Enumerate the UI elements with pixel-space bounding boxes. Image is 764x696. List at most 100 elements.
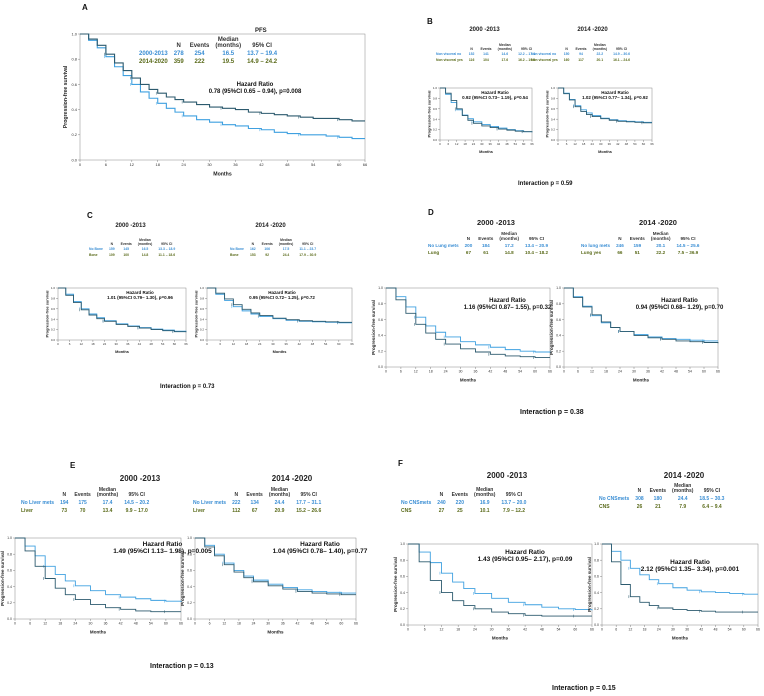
y-tick-label: 1.0 (71, 31, 77, 36)
row-events: 134 (250, 499, 259, 506)
group-title: 2014 -2020 (639, 218, 677, 227)
plot-frame (557, 87, 653, 141)
x-tick-label: 6 (400, 370, 402, 374)
x-tick-label: 66 (184, 342, 188, 346)
table-row: No CNSmets 308 180 24.4 18.5 – 30.3 (596, 495, 727, 503)
hazard-ratio-title: Hazard Ratio (601, 90, 629, 95)
row-events: 141 (483, 52, 489, 57)
y-tick-label: 1.0 (200, 286, 205, 290)
hazard-ratio: Hazard Ratio 0.92 (95%CI 0.73– 1.19), p=… (440, 90, 550, 100)
row-n: 159 (108, 247, 115, 252)
x-tick-label: 12 (222, 622, 226, 626)
x-tick-label: 42 (296, 622, 300, 626)
stats-table: N Events Median (months) 95% CI No lung … (578, 231, 703, 256)
y-axis-label: Progression-free survival (587, 557, 592, 612)
row-median: 19.5 (222, 58, 235, 65)
row-n: 246 (616, 242, 624, 248)
x-tick-label: 18 (245, 342, 249, 346)
x-tick-label: 36 (489, 142, 493, 146)
table-row: Non visceral yes 116 104 17.6 16.2 – 19.… (433, 57, 538, 63)
row-median: 17.6 (501, 58, 509, 63)
x-tick-label: 30 (632, 370, 636, 374)
x-tick-label: 66 (548, 370, 552, 374)
row-median: 22.2 (656, 249, 666, 255)
x-tick-label: 24 (258, 342, 262, 346)
km-series-reference (558, 87, 652, 123)
header-median: Median (months) (672, 483, 694, 495)
y-tick-label: 0.6 (7, 569, 12, 573)
km-series-comparison (602, 543, 758, 613)
x-tick-label: 24 (591, 142, 595, 146)
x-tick-label: 24 (657, 628, 661, 632)
header-median: Median (months) (592, 43, 608, 51)
row-median: 10.1 (479, 507, 490, 514)
table-row: No CNSmets 240 220 16.9 13.7 – 20.0 (398, 499, 529, 507)
plot-frame (407, 543, 593, 626)
row-events: 220 (455, 499, 465, 506)
x-tick-label: 42 (138, 342, 142, 346)
y-tick-label: 0.2 (551, 128, 556, 132)
x-tick-label: 12 (414, 370, 418, 374)
x-tick-label: 54 (311, 162, 316, 167)
x-tick-label: 36 (284, 342, 288, 346)
y-tick-label: 0.4 (594, 591, 599, 595)
plot-frame (385, 287, 551, 368)
group-title: 2000 -2013 (486, 471, 528, 480)
header-ci: 95% CI (300, 492, 317, 499)
x-tick-label: 30 (207, 162, 212, 167)
x-tick-label: 42 (488, 370, 492, 374)
header-ci: 95% CI (615, 46, 628, 51)
y-tick-label: 0.8 (7, 552, 12, 556)
x-tick-label: 0 (563, 370, 565, 374)
y-axis-label: Progression-free survival (393, 557, 398, 612)
x-tick-label: 54 (728, 628, 732, 632)
x-axis-label: Months (479, 149, 493, 154)
header-events: Events (575, 46, 587, 51)
hazard-ratio-title: Hazard Ratio (142, 541, 183, 548)
y-tick-label: 0.4 (200, 317, 205, 321)
x-tick-label: 48 (714, 628, 718, 632)
x-tick-label: 36 (474, 370, 478, 374)
x-tick-label: 54 (161, 342, 165, 346)
hazard-ratio: Hazard Ratio 1.43 (95%CI 0.95– 2.17), p=… (445, 549, 605, 564)
row-events: 21 (655, 503, 661, 510)
km-plot: 0.0 0.2 0.4 0.6 0.8 1.0 0 6 12 18 24 30 36 42 48 54 60 66… (549, 286, 720, 382)
row-events: 94 (579, 52, 583, 57)
row-events: 70 (79, 507, 86, 514)
x-tick-label: 42 (298, 342, 302, 346)
x-tick-label: 60 (702, 370, 706, 374)
y-axis-label: Progression-free survival (63, 65, 69, 128)
stats-table: N Events Median (months) 95% CI Non visc… (433, 43, 538, 63)
row-n: 150 (563, 52, 570, 57)
row-label: Non visceral yes (531, 58, 558, 63)
km-series-reference (207, 287, 352, 324)
header-events: Events (629, 235, 645, 241)
x-axis-label: Months (598, 149, 612, 154)
x-tick-label: 24 (73, 622, 77, 626)
x-tick-label: 18 (58, 622, 62, 626)
x-tick-label: 60 (337, 342, 341, 346)
x-tick-label: 24 (181, 162, 186, 167)
x-tick-label: 42 (119, 622, 123, 626)
row-events: 159 (633, 242, 642, 248)
table-row: Lung yes 66 51 22.2 7.5 – 36.9 (578, 249, 703, 256)
x-tick-label: 6 (424, 628, 426, 632)
panel-label: A (82, 3, 88, 12)
row-events: 92 (265, 253, 270, 258)
stats-table: N Events Median (months) 95% CI No Lung … (425, 231, 551, 256)
hazard-ratio: Hazard Ratio 1.01 (95%CI 0.79– 1.30), p=… (85, 290, 195, 300)
km-series-reference (564, 287, 718, 342)
group-title: 2000 -2013 (469, 27, 500, 33)
x-tick-label: 12 (440, 628, 444, 632)
row-label: Bone (89, 253, 98, 258)
plot-frame (206, 287, 353, 341)
x-axis-label: Months (115, 349, 129, 354)
row-ci: 13.7 – 19.4 (247, 50, 278, 57)
x-tick-label: 42 (660, 370, 664, 374)
row-n: 162 (249, 247, 256, 252)
x-tick-label: 48 (149, 342, 153, 346)
y-tick-label: 0.6 (378, 318, 383, 322)
y-tick-label: 0.6 (51, 307, 56, 311)
hazard-ratio-value: 1.04 (95%CI 0.78– 1.40), p=0.77 (272, 548, 368, 556)
x-tick-label: 42 (616, 142, 620, 146)
